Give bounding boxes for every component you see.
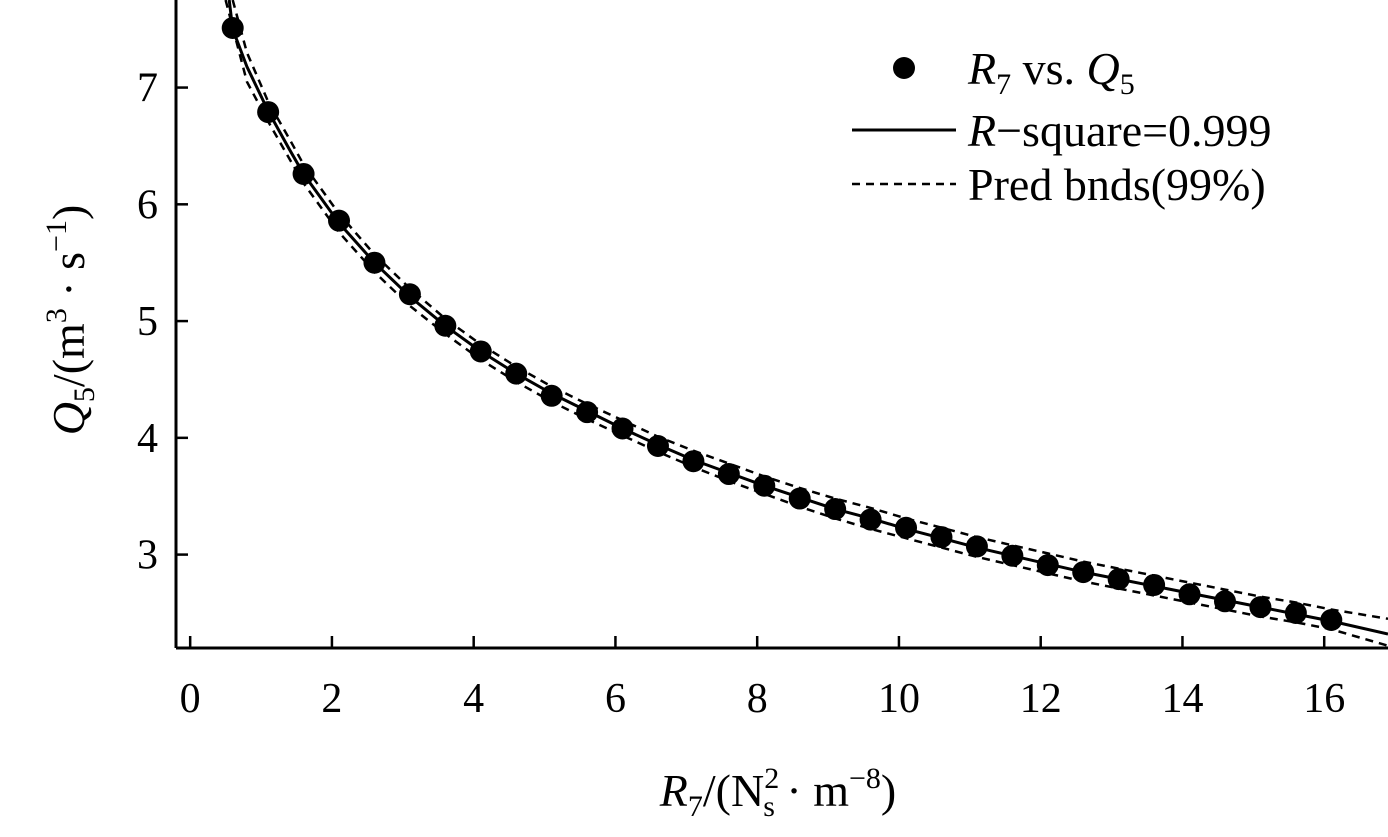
legend-points-var2: Q — [1087, 43, 1120, 94]
legend-point-marker — [893, 57, 915, 79]
legend-points-label: R7 vs. Q5 — [967, 43, 1135, 101]
y-tick-label: 6 — [137, 182, 158, 228]
y-label-close: ) — [43, 205, 94, 220]
legend-bounds-label: Pred bnds(99%) — [968, 159, 1266, 210]
series-layer — [221, 0, 1388, 647]
x-tick-label: 4 — [463, 676, 484, 722]
y-label-mid: · s — [43, 252, 94, 308]
legend-points-sub1: 7 — [996, 68, 1011, 101]
legend-points-var1: R — [967, 43, 996, 94]
legend-fit-label: R−square=0.999 — [967, 105, 1272, 156]
x-label-unit-sub: s — [763, 790, 775, 823]
prediction-bound-line — [231, 0, 1388, 621]
x-tick-label: 0 — [180, 676, 201, 722]
y-label-m-sup: 3 — [40, 308, 73, 323]
prediction-bound-line — [224, 0, 1388, 647]
ticks: 0 2 4 6 8 10 12 14 16 3 4 5 6 7 — [137, 66, 1345, 722]
x-tick-label: 10 — [878, 676, 920, 722]
y-label-open: /(m — [43, 323, 94, 387]
x-tick-label: 2 — [321, 676, 342, 722]
x-tick-label: 6 — [605, 676, 626, 722]
legend-points-mid: vs. — [1011, 43, 1086, 94]
y-tick-label: 4 — [137, 416, 158, 462]
x-label-unit-sup: 2 — [764, 762, 779, 795]
y-label-s-sup: −1 — [40, 220, 73, 252]
x-tick-label: 12 — [1020, 676, 1062, 722]
x-label-var-sub: 7 — [688, 790, 703, 823]
y-tick-label: 5 — [137, 299, 158, 345]
fit-curve-line — [227, 0, 1388, 636]
legend-fit-text: −square=0.999 — [996, 105, 1271, 156]
x-label-close: ) — [881, 765, 896, 816]
x-tick-label: 14 — [1161, 676, 1203, 722]
x-label-var: R — [659, 765, 688, 816]
x-label-open: /(N — [703, 765, 764, 816]
x-tick-label: 16 — [1303, 676, 1345, 722]
legend: R7 vs. Q5 R−square=0.999 Pred bnds(99%) — [852, 43, 1272, 210]
x-label-m-sup: −8 — [849, 762, 881, 795]
y-axis-label: Q5/(m3 · s−1) — [40, 205, 101, 436]
x-label-mid: · m — [775, 765, 849, 816]
y-tick-label: 7 — [137, 66, 158, 112]
y-label-var: Q — [43, 402, 94, 435]
legend-points-sub2: 5 — [1120, 68, 1135, 101]
y-label-var-sub: 5 — [68, 387, 101, 402]
x-tick-label: 8 — [747, 676, 768, 722]
y-tick-label: 3 — [137, 533, 158, 579]
x-axis-label: R7/(N2 s · m−8) — [659, 762, 896, 823]
legend-fit-var: R — [967, 105, 996, 156]
